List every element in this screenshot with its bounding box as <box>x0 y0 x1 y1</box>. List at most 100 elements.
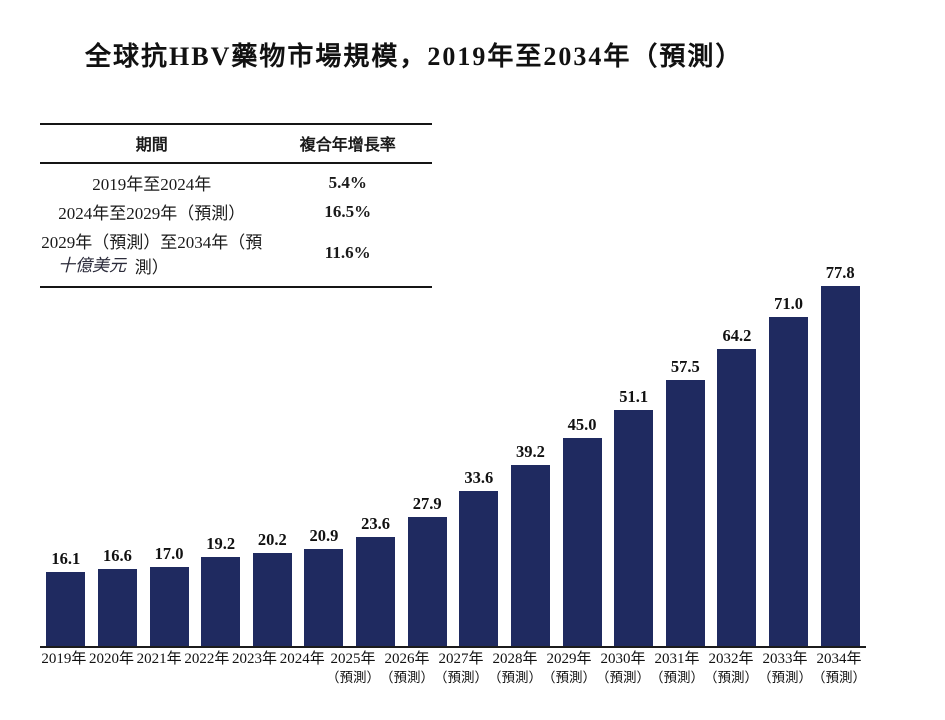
x-axis-tick: 2023年 <box>231 650 279 686</box>
bar-chart: 16.1 16.6 17.0 19.2 20.2 20.9 23.6 27.9 33.6 39.2… <box>40 261 866 686</box>
x-axis-tick: 2019年 <box>40 650 88 686</box>
x-axis-tick: 2026年 （預測） <box>380 650 434 686</box>
x-axis-tick: 2020年 <box>88 650 136 686</box>
x-axis-year-label: 2023年 <box>232 651 278 667</box>
x-axis-tick: 2029年 （預測） <box>542 650 596 686</box>
x-axis-tick: 2034年 （預測） <box>812 650 866 686</box>
bar <box>510 464 550 646</box>
cagr-rate: 5.4% <box>328 172 367 192</box>
x-axis-forecast-label: （預測） <box>542 670 597 685</box>
x-axis-tick: 2028年 （預測） <box>488 650 542 686</box>
x-axis-forecast-label: （預測） <box>380 670 435 685</box>
bar-slot: 64.2 <box>711 326 763 646</box>
bar <box>97 569 137 646</box>
bar-slot: 23.6 <box>350 514 402 646</box>
cagr-period: 2029年（預測）至2034年（預測） <box>41 233 263 277</box>
cagr-table-row: 2029年（預測）至2034年（預測） 11.6% <box>40 226 432 280</box>
cagr-table-body: 2019年至2024年 5.4% 2024年至2029年（預測） 16.5% 2… <box>40 164 432 286</box>
bar <box>459 490 499 646</box>
bar-value-label: 33.6 <box>464 467 494 487</box>
x-axis-year-label: 2022年 <box>184 651 230 667</box>
bar <box>820 286 860 646</box>
cagr-rate: 11.6% <box>324 243 371 262</box>
cagr-table-header-row: 期間 複合年增長率 <box>40 125 432 164</box>
bar-value-label: 16.1 <box>51 548 81 568</box>
x-axis-tick: 2031年 （預測） <box>650 650 704 686</box>
x-axis-forecast-label: （預測） <box>704 670 759 685</box>
x-axis-year-label: 2024年 <box>279 651 325 667</box>
x-axis-forecast-label: （預測） <box>596 670 651 685</box>
bar-plot-row: 16.1 16.6 17.0 19.2 20.2 20.9 23.6 27.9 33.6 39.2… <box>40 261 866 648</box>
x-axis-year-label: 2019年 <box>41 651 87 667</box>
x-axis-forecast-label: （預測） <box>650 670 705 685</box>
x-axis-year-label: 2034年 <box>816 651 862 667</box>
x-axis-labels: 2019年 2020年 2021年 2022年 2023年 2024年 2025年 （預測） 2… <box>40 650 866 686</box>
cagr-rate: 16.5% <box>324 201 372 221</box>
x-axis-forecast-label: （預測） <box>434 670 489 685</box>
x-axis-tick: 2025年 （預測） <box>326 650 380 686</box>
chart-title: 全球抗HBV藥物市場規模，2019年至2034年（預測） <box>85 42 744 71</box>
bar <box>665 379 705 646</box>
x-axis-tick: 2027年 （預測） <box>434 650 488 686</box>
x-axis-tick: 2032年 （預測） <box>704 650 758 686</box>
bar-slot: 20.9 <box>298 526 350 646</box>
bar <box>717 348 757 646</box>
bar-slot: 51.1 <box>608 387 660 646</box>
bar <box>407 516 447 646</box>
bar-value-label: 45.0 <box>567 414 597 434</box>
bar-value-label: 19.2 <box>206 534 236 554</box>
x-axis-tick: 2024年 <box>278 650 326 686</box>
cagr-table-row: 2024年至2029年（預測） 16.5% <box>40 197 432 226</box>
bar-value-label: 71.0 <box>774 294 803 314</box>
x-axis-year-label: 2025年 <box>330 651 376 667</box>
bar-slot: 17.0 <box>143 544 195 646</box>
cagr-table-row: 2019年至2024年 5.4% <box>40 168 432 197</box>
bar <box>201 557 241 646</box>
bar-value-label: 20.2 <box>257 529 287 549</box>
x-axis-forecast-label: （預測） <box>488 670 543 685</box>
bar <box>46 571 86 646</box>
bar-value-label: 16.6 <box>103 546 132 566</box>
bar-value-label: 20.9 <box>309 526 339 546</box>
bar <box>614 409 654 646</box>
x-axis-tick: 2033年 （預測） <box>758 650 812 686</box>
bar-slot: 19.2 <box>195 534 247 646</box>
x-axis-year-label: 2027年 <box>438 651 484 667</box>
bar-slot: 20.2 <box>247 530 299 646</box>
x-axis-tick: 2022年 <box>183 650 231 686</box>
cagr-period: 2019年至2024年 <box>92 175 212 194</box>
cagr-header-period: 期間 <box>135 137 168 154</box>
bar-slot: 16.6 <box>92 546 144 646</box>
x-axis-year-label: 2028年 <box>492 651 538 667</box>
bar-value-label: 39.2 <box>516 441 545 461</box>
x-axis-year-label: 2026年 <box>384 651 430 667</box>
bar-slot: 57.5 <box>660 357 712 646</box>
x-axis-tick: 2030年 （預測） <box>596 650 650 686</box>
x-axis-forecast-label: （預測） <box>812 670 867 685</box>
x-axis-tick: 2021年 <box>135 650 183 686</box>
x-axis-year-label: 2021年 <box>136 651 182 667</box>
bar-value-label: 17.0 <box>154 544 184 564</box>
cagr-table: 期間 複合年增長率 2019年至2024年 5.4% 2024年至2029年（預… <box>40 123 432 288</box>
bar-slot: 45.0 <box>556 415 608 646</box>
x-axis-forecast-label: （預測） <box>758 670 813 685</box>
x-axis-forecast-label: （預測） <box>326 670 381 685</box>
bar-slot: 71.0 <box>763 294 815 646</box>
bar-value-label: 51.1 <box>619 386 649 406</box>
x-axis-year-label: 2032年 <box>708 651 754 667</box>
bar-slot: 39.2 <box>505 442 557 646</box>
bar-value-label: 57.5 <box>670 356 700 376</box>
bar-value-label: 27.9 <box>412 493 442 513</box>
cagr-period: 2024年至2029年（預測） <box>58 204 246 223</box>
x-axis-year-label: 2031年 <box>654 651 700 667</box>
bar <box>769 317 809 646</box>
bar-slot: 16.1 <box>40 549 92 646</box>
bar-slot: 77.8 <box>814 263 866 646</box>
bar <box>304 549 344 646</box>
y-axis-unit-label: 十億美元 <box>58 256 126 275</box>
bar-value-label: 23.6 <box>361 513 390 533</box>
x-axis-year-label: 2029年 <box>546 651 592 667</box>
x-axis-year-label: 2030年 <box>600 651 646 667</box>
bar <box>149 567 189 646</box>
